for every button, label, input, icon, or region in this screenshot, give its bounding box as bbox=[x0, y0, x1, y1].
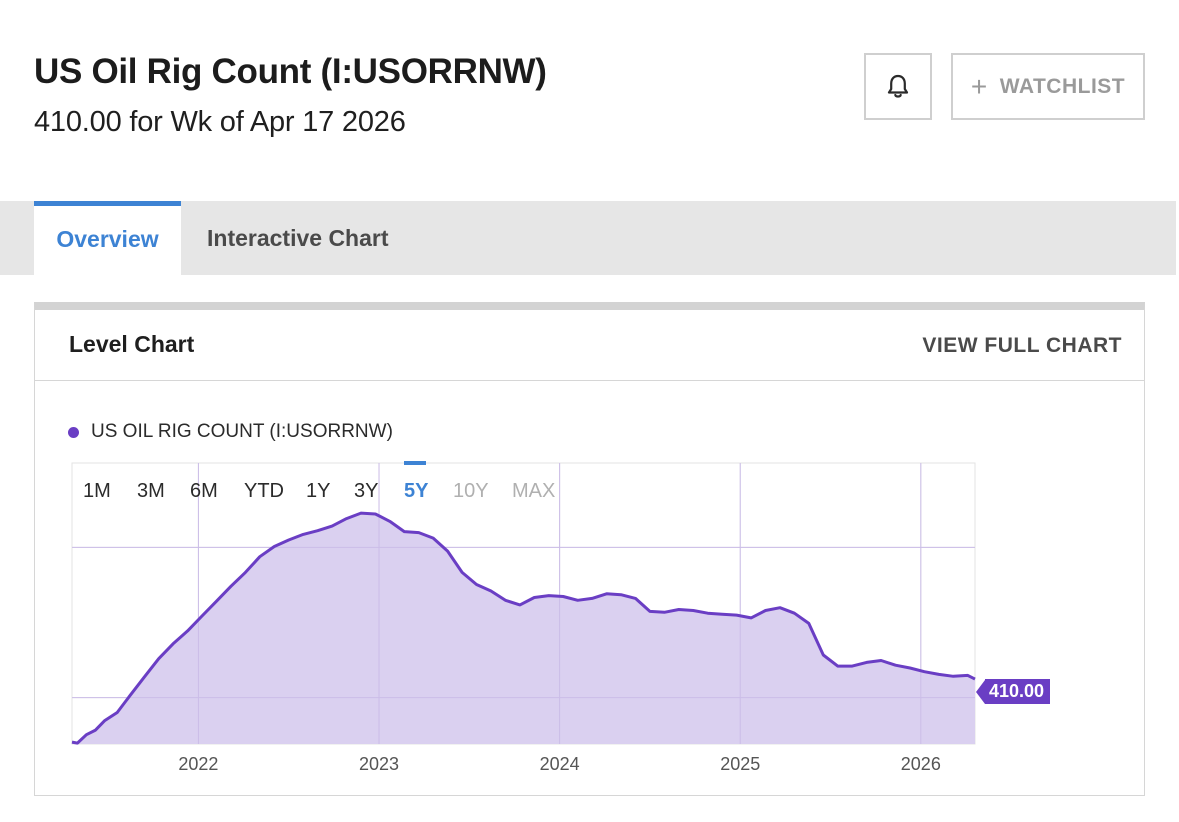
legend-label: US OIL RIG COUNT (I:USORRNW) bbox=[91, 421, 393, 442]
range-button-ytd[interactable]: YTD bbox=[244, 480, 284, 502]
view-full-chart-link[interactable]: VIEW FULL CHART bbox=[922, 334, 1122, 357]
range-button-3m[interactable]: 3M bbox=[137, 480, 165, 502]
range-button-max[interactable]: MAX bbox=[512, 480, 556, 502]
series-line bbox=[71, 511, 976, 745]
card-title: Level Chart bbox=[69, 331, 195, 357]
tab-overview[interactable]: Overview bbox=[34, 201, 181, 275]
last-value-label: 410.00 bbox=[985, 679, 1051, 704]
x-tick-label: 2024 bbox=[539, 754, 580, 774]
range-active-indicator bbox=[404, 461, 426, 465]
range-button-1m[interactable]: 1M bbox=[83, 480, 111, 502]
x-tick-label: 2025 bbox=[720, 754, 761, 774]
range-button-3y[interactable]: 3Y bbox=[354, 480, 379, 502]
latest-value-subtitle: 410.00 for Wk of Apr 17 2026 bbox=[34, 106, 406, 138]
tab-interactive-chart[interactable]: Interactive Chart bbox=[207, 224, 389, 251]
page-title: US Oil Rig Count (I:USORRNW) bbox=[34, 52, 547, 91]
alert-button[interactable] bbox=[864, 53, 932, 120]
range-button-10y[interactable]: 10Y bbox=[453, 480, 489, 502]
range-button-5y[interactable]: 5Y bbox=[404, 480, 429, 502]
range-button-6m[interactable]: 6M bbox=[190, 480, 218, 502]
last-value-badge: 410.00 bbox=[976, 679, 1051, 704]
bell-icon bbox=[887, 74, 909, 98]
range-button-1y[interactable]: 1Y bbox=[306, 480, 331, 502]
tab-bar: Overview Interactive Chart bbox=[0, 201, 1176, 275]
add-watchlist-button[interactable]: + WATCHLIST bbox=[951, 53, 1145, 120]
series-area bbox=[72, 513, 975, 744]
watchlist-label: WATCHLIST bbox=[999, 74, 1126, 98]
legend-dot-icon bbox=[68, 426, 79, 438]
x-tick-label: 2023 bbox=[358, 754, 400, 774]
card-header: Level Chart VIEW FULL CHART bbox=[35, 310, 1144, 381]
x-tick-label: 2026 bbox=[900, 754, 941, 774]
chart-legend: US OIL RIG COUNT (I:USORRNW) bbox=[68, 421, 393, 443]
last-value-pointer bbox=[976, 679, 985, 704]
x-tick-label: 2022 bbox=[178, 754, 219, 774]
plus-icon: + bbox=[970, 70, 988, 102]
